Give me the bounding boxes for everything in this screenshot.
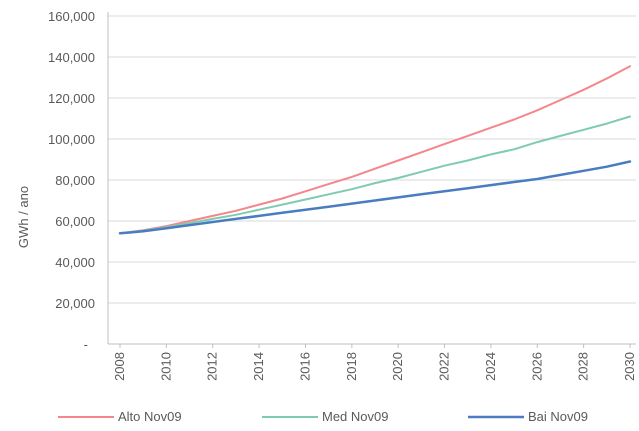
x-tick-label: 2028 bbox=[576, 352, 591, 381]
x-tick-label: 2014 bbox=[251, 352, 266, 381]
x-tick-label: 2022 bbox=[437, 352, 452, 381]
y-tick-label: 40,000 bbox=[55, 255, 95, 270]
y-tick-label: 100,000 bbox=[48, 132, 95, 147]
y-axis-title: GWh / ano bbox=[16, 186, 31, 248]
x-tick-label: 2012 bbox=[205, 352, 220, 381]
y-tick-label: 20,000 bbox=[55, 296, 95, 311]
series-line-med-nov09 bbox=[119, 115, 631, 235]
legend: Alto Nov09 Med Nov09 Bai Nov09 bbox=[58, 409, 588, 424]
y-tick-label: 60,000 bbox=[55, 214, 95, 229]
y-tick-label: - bbox=[84, 337, 88, 352]
y-tick-labels: - 20,000 40,000 60,000 80,000 100,000 120,000 1… bbox=[48, 9, 95, 352]
x-tick-label: 2010 bbox=[158, 352, 173, 381]
axes bbox=[107, 12, 636, 348]
series-line-bai-nov09 bbox=[118, 160, 632, 235]
x-tick-label: 2008 bbox=[112, 352, 127, 381]
y-tick-label: 140,000 bbox=[48, 50, 95, 65]
x-tick-label: 2020 bbox=[390, 352, 405, 381]
legend-label: Med Nov09 bbox=[322, 409, 388, 424]
series-lines bbox=[118, 65, 632, 235]
legend-label: Bai Nov09 bbox=[528, 409, 588, 424]
x-tick-labels: 2008 2010 2012 2014 2016 2018 2020 2022 2024 2026… bbox=[112, 352, 637, 381]
x-tick-label: 2016 bbox=[297, 352, 312, 381]
x-tick-label: 2018 bbox=[344, 352, 359, 381]
y-tick-label: 160,000 bbox=[48, 9, 95, 24]
y-tick-label: 120,000 bbox=[48, 91, 95, 106]
x-tick-label: 2030 bbox=[622, 352, 637, 381]
legend-label: Alto Nov09 bbox=[118, 409, 182, 424]
x-tick-label: 2026 bbox=[529, 352, 544, 381]
x-tick-label: 2024 bbox=[483, 352, 498, 381]
gridlines bbox=[108, 15, 636, 304]
y-tick-label: 80,000 bbox=[55, 173, 95, 188]
series-line-alto-nov09 bbox=[119, 65, 631, 235]
